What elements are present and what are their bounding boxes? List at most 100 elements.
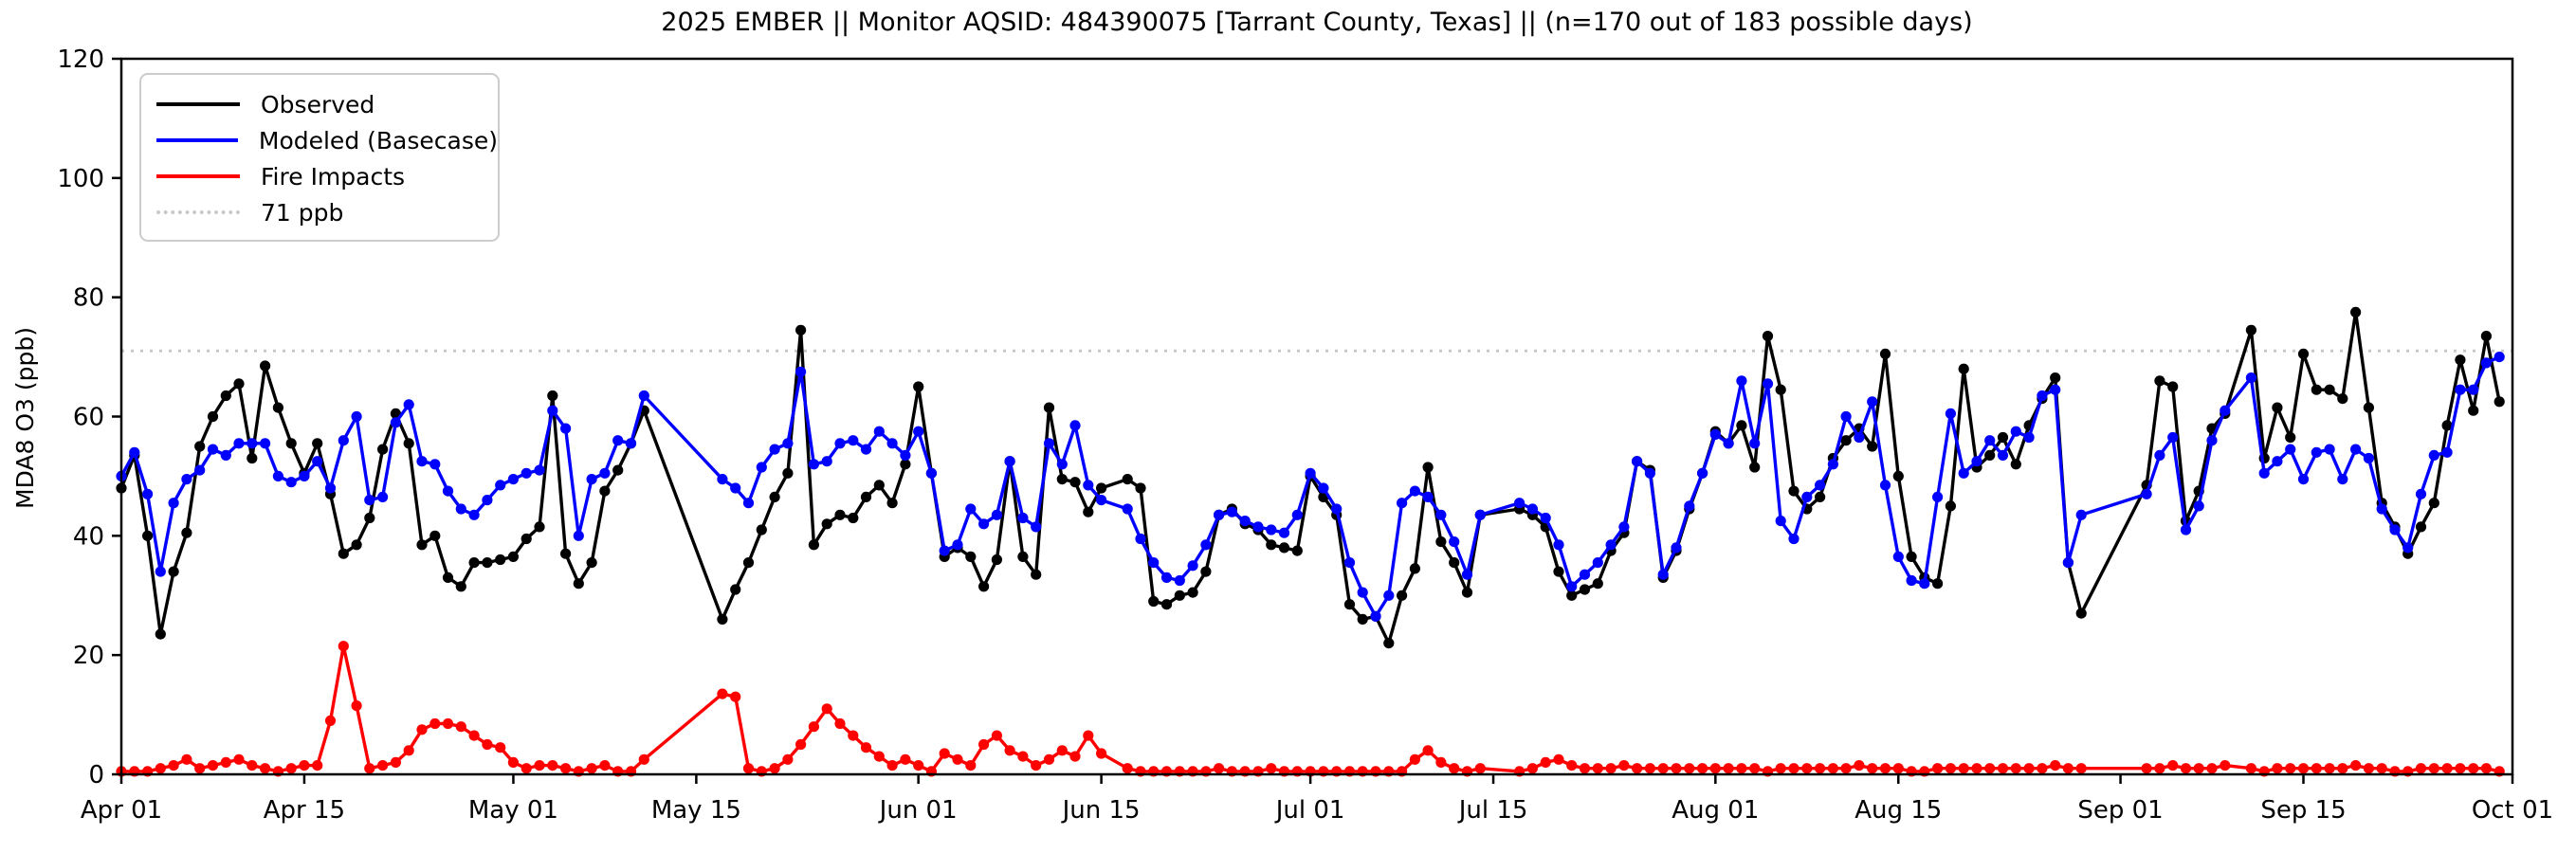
data-point xyxy=(1723,763,1734,774)
legend-swatch-observed xyxy=(156,102,240,106)
data-point xyxy=(207,760,219,771)
data-point xyxy=(272,470,283,481)
data-point xyxy=(991,730,1002,741)
data-point xyxy=(2415,521,2427,533)
data-point xyxy=(1370,610,1381,622)
x-tick-label: Apr 01 xyxy=(81,796,162,825)
data-point xyxy=(2376,503,2387,515)
data-point xyxy=(442,572,454,584)
data-point xyxy=(260,360,271,372)
data-point xyxy=(730,584,741,595)
data-point xyxy=(351,410,362,423)
data-point xyxy=(573,530,584,541)
data-point xyxy=(495,554,506,566)
data-point xyxy=(2037,763,2048,774)
data-point xyxy=(416,724,428,735)
data-point xyxy=(455,721,466,733)
data-point xyxy=(2363,402,2374,413)
data-point xyxy=(155,763,166,774)
x-tick-label: May 15 xyxy=(651,796,741,825)
legend-item: Observed xyxy=(156,86,498,122)
data-point xyxy=(599,760,611,771)
data-point xyxy=(1214,763,1225,774)
data-point xyxy=(2272,402,2283,413)
data-point xyxy=(2480,331,2492,342)
data-point xyxy=(2363,452,2374,464)
x-tick-label: Apr 15 xyxy=(264,796,345,825)
data-point xyxy=(717,688,728,699)
data-point xyxy=(233,438,245,449)
data-point xyxy=(390,756,401,769)
data-point xyxy=(808,539,820,551)
data-point xyxy=(2324,444,2335,455)
data-point xyxy=(1867,763,1878,774)
data-point xyxy=(1540,512,1551,524)
data-point xyxy=(1723,438,1734,449)
data-point xyxy=(2337,763,2348,774)
data-point xyxy=(377,491,389,503)
data-point xyxy=(1815,491,1826,503)
data-point xyxy=(2297,474,2310,485)
data-point xyxy=(1579,763,1591,774)
data-point xyxy=(1632,763,1643,774)
data-point xyxy=(129,446,140,458)
data-point xyxy=(1135,482,1146,494)
data-point xyxy=(403,438,414,449)
data-point xyxy=(534,760,545,771)
data-point xyxy=(1135,533,1146,545)
data-point xyxy=(194,441,206,452)
data-point xyxy=(1919,578,1930,590)
data-point xyxy=(965,503,977,515)
data-point xyxy=(1239,516,1251,527)
data-point xyxy=(2324,763,2335,774)
data-point xyxy=(2428,763,2439,774)
data-point xyxy=(521,533,532,545)
data-point xyxy=(1004,745,1015,756)
data-point xyxy=(2141,763,2152,774)
data-point xyxy=(1997,431,2009,444)
data-point xyxy=(194,763,206,774)
y-tick-label: 120 xyxy=(57,45,104,74)
data-point xyxy=(1958,763,1969,774)
data-point xyxy=(834,438,846,449)
data-point xyxy=(900,459,911,470)
data-point xyxy=(1867,396,1878,408)
data-point xyxy=(2324,384,2335,395)
data-point xyxy=(742,763,755,774)
data-point xyxy=(482,738,493,751)
data-point xyxy=(599,467,611,479)
data-point xyxy=(1017,512,1029,524)
data-point xyxy=(638,753,649,765)
data-point xyxy=(220,756,231,769)
data-point xyxy=(1618,521,1630,533)
data-point xyxy=(155,628,166,640)
data-point xyxy=(260,438,271,449)
data-point xyxy=(2245,324,2256,336)
data-point xyxy=(860,742,872,753)
data-point xyxy=(730,482,741,494)
data-point xyxy=(1357,587,1368,598)
data-point xyxy=(1657,763,1669,774)
data-point xyxy=(1096,748,1107,759)
data-point xyxy=(1343,557,1356,569)
data-point xyxy=(2167,760,2179,771)
data-point xyxy=(886,498,898,509)
data-point xyxy=(2480,357,2492,369)
data-point xyxy=(194,464,206,476)
data-point xyxy=(1605,763,1617,774)
data-point xyxy=(612,464,624,476)
x-tick-label: Oct 01 xyxy=(2472,796,2553,825)
data-point xyxy=(1671,763,1682,774)
data-point xyxy=(2010,763,2021,774)
data-point xyxy=(312,760,323,771)
data-point xyxy=(2154,449,2165,461)
data-point xyxy=(782,438,794,449)
data-point xyxy=(925,467,938,479)
data-point xyxy=(495,742,506,753)
data-point xyxy=(1291,509,1303,520)
data-point xyxy=(1031,569,1042,580)
data-point xyxy=(1200,539,1212,551)
data-point xyxy=(1449,763,1460,774)
data-point xyxy=(1540,756,1551,769)
data-point xyxy=(1945,408,1956,419)
